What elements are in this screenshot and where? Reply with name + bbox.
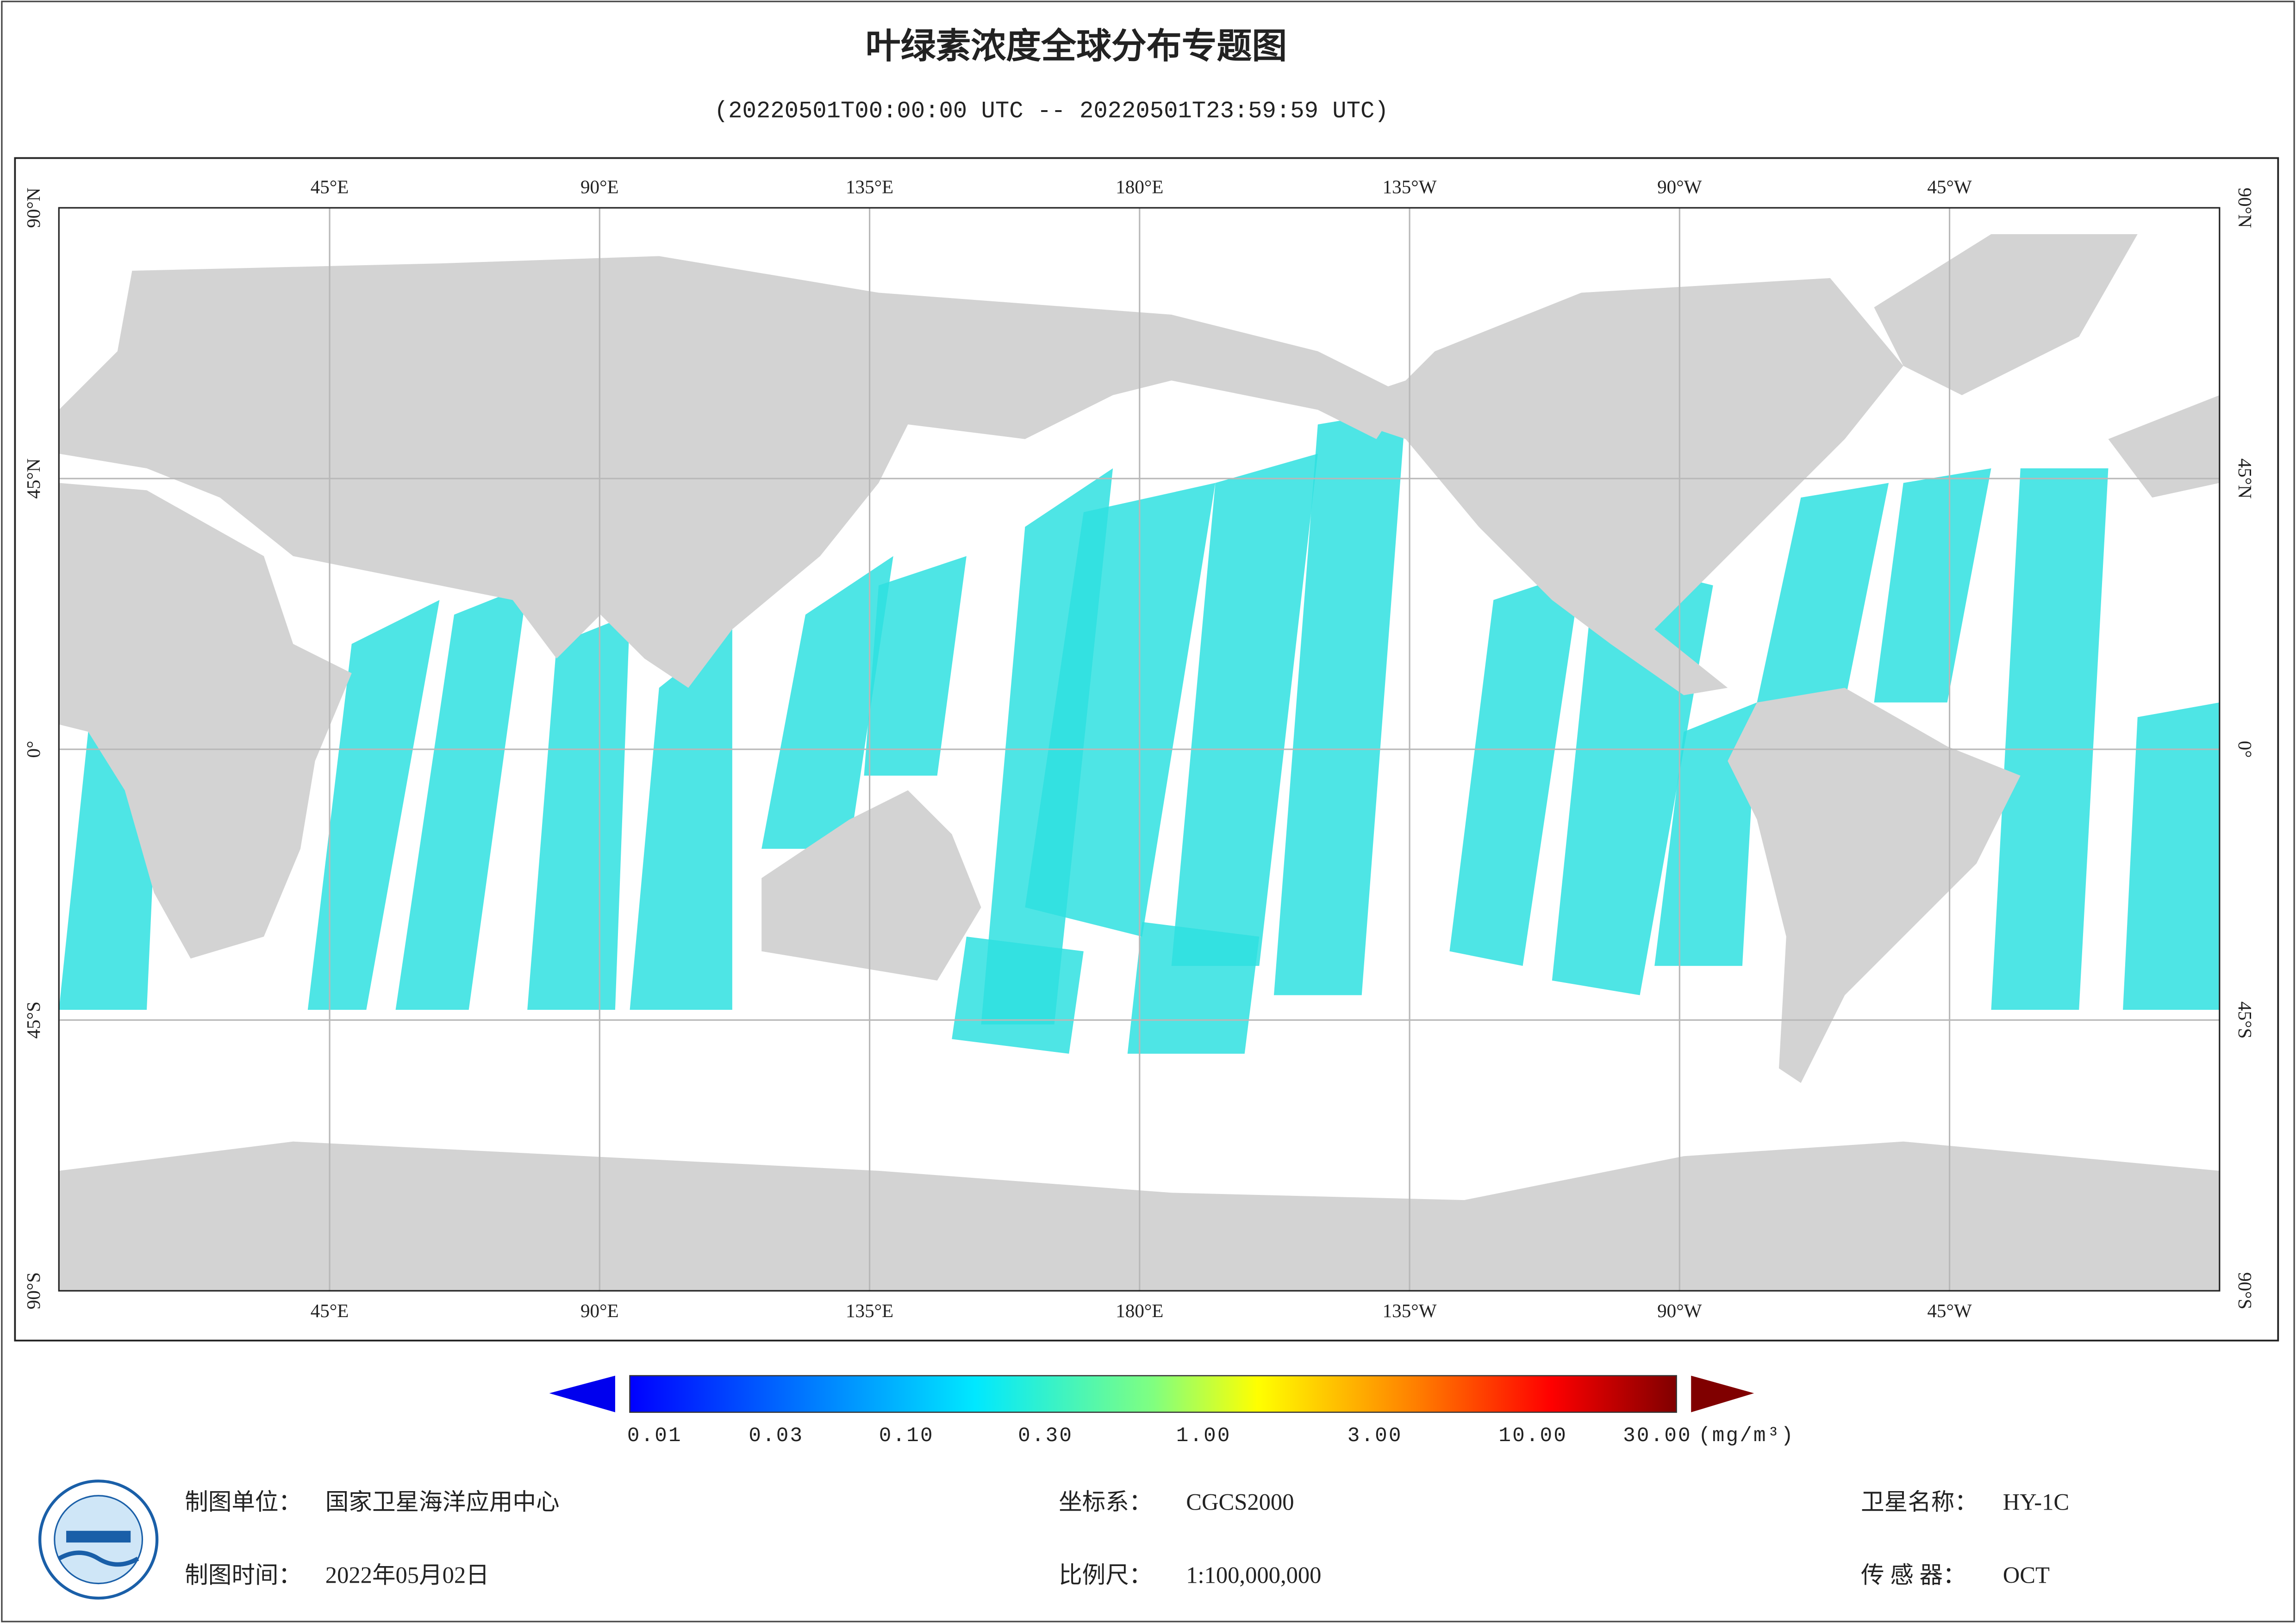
lat-label-left: 45°N [23,458,44,498]
colorbar-label: 0.03 [749,1424,804,1448]
lat-label-right: 45°N [2234,458,2256,498]
lon-label-top: 90°W [1657,176,1702,197]
crs-label: 坐标系： [1059,1489,1152,1515]
map-labels: 45°E 45°E 90°E 90°E 135°E 135°E 180°E 180°E 135°… [23,176,2256,1321]
lat-label-left: 0° [23,741,44,758]
lat-label-right: 90°N [2234,187,2256,228]
lon-label-bottom: 135°E [846,1300,893,1321]
satellite: HY-1C [2003,1489,2069,1515]
lon-label-bottom: 45°W [1927,1300,1972,1321]
unit-label: 制图单位： [185,1489,302,1515]
colorbar-label: 0.01 [627,1424,682,1448]
colorbar: 0.01 0.03 0.10 0.30 1.00 3.00 10.00 30.00 (mg/m… [549,1375,1795,1448]
date: 2022年05月02日 [325,1562,489,1588]
colorbar-label: 0.10 [879,1424,934,1448]
unit: 国家卫星海洋应用中心 [325,1489,560,1515]
date-label: 制图时间： [185,1562,302,1588]
lat-label-left: 45°S [23,1001,44,1038]
colorbar-label: 0.30 [1018,1424,1073,1448]
colorbar-high-arrow [1691,1375,1754,1412]
logo [38,1480,159,1600]
colorbar-low-arrow [549,1375,615,1412]
lat-label-right: 0° [2234,741,2256,758]
colorbar-ramp [629,1375,1677,1413]
lon-label-top: 180°E [1116,176,1163,197]
lon-label-top: 135°E [846,176,893,197]
lon-label-bottom: 180°E [1116,1300,1163,1321]
map-neatline [58,207,2221,1292]
lat-label-right: 90°S [2234,1272,2256,1309]
scale: 1:100,000,000 [1186,1562,1321,1588]
lon-label-bottom: 90°E [580,1300,619,1321]
graticule [59,208,2220,1291]
lon-label-top: 45°W [1927,176,1972,197]
lon-label-bottom: 90°W [1657,1300,1702,1321]
footer: 制图单位： 国家卫星海洋应用中心 制图时间： 2022年05月02日 坐标系： … [185,1489,2069,1588]
sensor-label: 传 感 器： [1861,1562,1966,1588]
lon-label-top: 45°E [311,176,349,197]
satellite-label: 卫星名称： [1861,1489,1978,1515]
colorbar-label: 1.00 [1176,1424,1231,1448]
crs: CGCS2000 [1186,1489,1294,1515]
lon-label-top: 90°E [580,176,619,197]
lat-label-left: 90°N [23,187,44,228]
map [59,208,2220,1291]
title: 叶绿素浓度全球分布专题图 [866,25,1287,66]
map-frame [14,157,2279,1342]
ocean-swaths [59,410,2220,1054]
scale-label: 比例尺： [1059,1562,1152,1588]
lat-label-right: 45°S [2234,1001,2256,1038]
colorbar-label: 30.00 [1623,1424,1692,1448]
colorbar-unit: (mg/m³) [1698,1424,1795,1448]
colorbar-label: 10.00 [1498,1424,1567,1448]
lon-label-top: 135°W [1383,176,1437,197]
colorbar-label: 3.00 [1348,1424,1403,1448]
subtitle: (20220501T00:00:00 UTC -- 20220501T23:59… [714,99,1389,125]
lon-label-bottom: 45°E [311,1300,349,1321]
sensor: OCT [2003,1562,2050,1588]
lon-label-bottom: 135°W [1383,1300,1437,1321]
lat-label-left: 90°S [23,1272,44,1309]
